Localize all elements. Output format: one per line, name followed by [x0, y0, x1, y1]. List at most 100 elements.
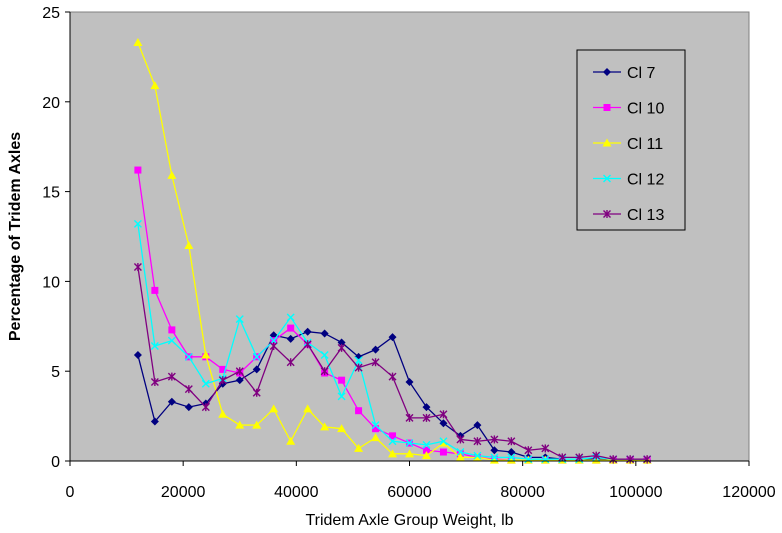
data-point	[405, 377, 414, 386]
data-point	[320, 422, 330, 431]
x-tick-label: 80000	[500, 484, 545, 501]
data-point	[456, 448, 465, 457]
data-point	[506, 455, 516, 464]
data-point	[575, 453, 584, 462]
data-point	[541, 455, 550, 464]
data-point	[167, 372, 176, 381]
data-point	[371, 421, 380, 430]
data-point	[184, 403, 193, 412]
data-point	[168, 326, 176, 334]
data-point	[320, 351, 329, 360]
data-point	[184, 240, 194, 249]
data-point	[286, 334, 295, 343]
data-point	[201, 379, 210, 388]
data-point	[455, 452, 465, 461]
data-point	[286, 358, 295, 367]
data-point	[473, 437, 482, 446]
data-point	[524, 446, 533, 455]
data-point	[541, 444, 550, 453]
data-point	[303, 340, 312, 349]
x-axis-title: Tridem Axle Group Weight, lb	[305, 512, 513, 529]
data-point	[134, 166, 142, 174]
data-point	[371, 345, 380, 354]
data-point	[388, 372, 397, 381]
data-point	[150, 417, 159, 426]
data-point	[286, 313, 295, 322]
data-point	[388, 449, 398, 458]
data-point	[269, 342, 278, 351]
data-point	[490, 453, 499, 462]
y-tick-label: 15	[42, 185, 60, 202]
data-point	[603, 210, 611, 218]
legend-item: Cl 11	[593, 136, 663, 153]
data-point	[167, 336, 176, 345]
data-point	[286, 436, 296, 445]
legend-label: Cl 10	[627, 101, 664, 118]
data-point	[337, 424, 347, 433]
data-point	[372, 425, 380, 433]
data-point	[422, 446, 430, 454]
data-point	[252, 352, 261, 361]
data-point	[235, 315, 244, 324]
data-point	[269, 404, 279, 413]
data-point	[235, 376, 244, 385]
y-tick-label: 10	[42, 274, 60, 291]
data-point	[405, 413, 414, 422]
legend-label: Cl 13	[627, 207, 664, 224]
legend-box	[576, 49, 686, 231]
data-point	[602, 138, 612, 147]
data-point	[167, 397, 176, 406]
data-point	[354, 363, 363, 372]
x-tick-label: 20000	[161, 484, 206, 501]
data-point	[422, 403, 431, 412]
data-point	[133, 263, 142, 272]
x-tick-label: 40000	[274, 484, 319, 501]
data-point	[219, 365, 227, 373]
x-tick-label: 0	[66, 484, 75, 501]
axes: 0 5 10 15 20 25 0 20000 40000 60000 80000 100000 120…	[42, 5, 776, 501]
data-point	[473, 421, 482, 430]
data-point	[303, 327, 312, 336]
data-point	[592, 451, 601, 460]
series-5	[133, 263, 652, 464]
data-point	[439, 419, 448, 428]
data-point	[235, 420, 245, 429]
legend-item: Cl 7	[593, 65, 656, 82]
data-point	[438, 438, 448, 447]
data-point	[337, 338, 346, 347]
data-point	[472, 452, 482, 461]
legend-label: Cl 7	[627, 65, 656, 82]
data-point	[201, 350, 211, 359]
data-point	[184, 352, 193, 361]
data-point	[151, 286, 159, 294]
data-point	[201, 403, 210, 412]
data-point	[252, 388, 261, 397]
y-axis-title: Percentage of Tridem Axles	[7, 132, 24, 341]
data-point	[388, 437, 397, 446]
data-point	[389, 432, 397, 440]
y-tick-label: 5	[51, 364, 60, 381]
data-point	[133, 219, 142, 228]
data-point	[252, 420, 262, 429]
x-tick-label: 60000	[387, 484, 432, 501]
chart-marks	[133, 38, 652, 465]
data-point	[218, 409, 228, 418]
legend-label: Cl 12	[627, 172, 664, 189]
x-tick-label: 100000	[609, 484, 662, 501]
data-point	[507, 448, 516, 457]
y-tick-label: 0	[51, 454, 60, 471]
data-point	[303, 404, 313, 413]
y-tick-label: 20	[42, 95, 60, 112]
data-point	[150, 342, 159, 351]
data-point	[609, 455, 618, 464]
data-point	[133, 38, 143, 47]
data-point	[337, 343, 346, 352]
legend-label: Cl 11	[627, 136, 663, 153]
legend: Cl 7 Cl 10 Cl 11 Cl 12 Cl 13	[576, 49, 686, 231]
data-point	[388, 333, 397, 342]
data-point	[439, 448, 447, 456]
data-point	[421, 451, 431, 460]
legend-item: Cl 10	[593, 101, 664, 118]
data-point	[490, 435, 499, 444]
